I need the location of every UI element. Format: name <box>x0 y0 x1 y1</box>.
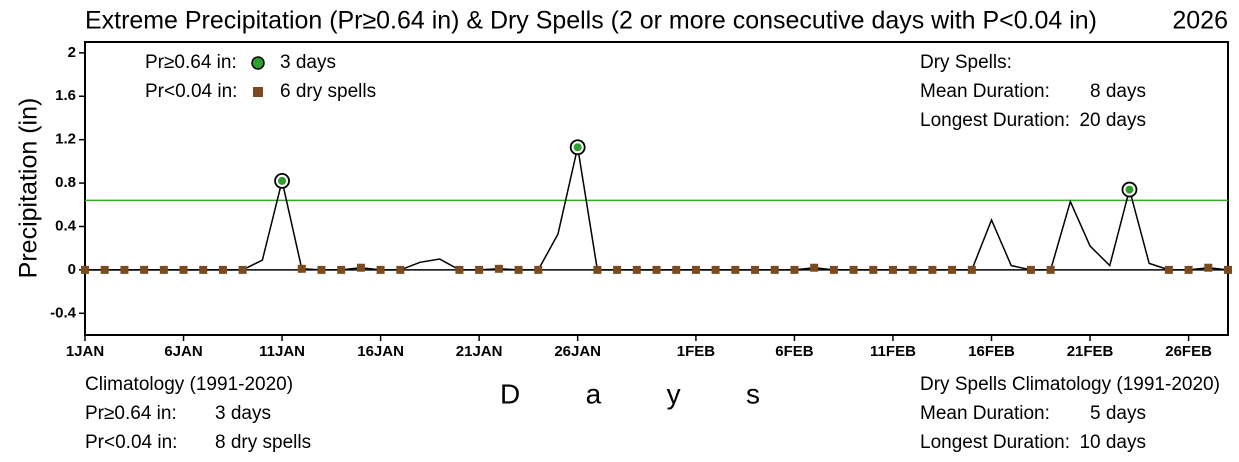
dry-day-marker <box>1224 265 1232 274</box>
clim-text: 5 days <box>1090 403 1146 424</box>
clim-text: 3 days <box>215 403 271 424</box>
dry-day-marker <box>908 265 917 274</box>
dry-day-marker <box>356 263 365 272</box>
stats-text: Dry Spells: <box>920 52 1012 73</box>
dry-day-marker <box>514 265 523 274</box>
legend-text: 6 dry spells <box>280 81 376 102</box>
x-tick-label: 16FEB <box>968 343 1015 360</box>
dry-day-marker <box>140 265 149 274</box>
y-tick-label: 0.8 <box>55 174 76 191</box>
dry-day-marker <box>218 265 227 274</box>
dry-day-marker <box>810 263 819 272</box>
dry-day-marker <box>849 265 858 274</box>
dry-day-marker <box>1046 265 1055 274</box>
dry-day-marker <box>199 265 208 274</box>
x-tick-label: 21JAN <box>456 343 503 360</box>
x-tick-label: 26JAN <box>554 343 601 360</box>
dry-day-marker <box>770 265 779 274</box>
stats-text: Longest Duration: <box>920 110 1070 131</box>
clim-text: Longest Duration: <box>920 432 1070 453</box>
y-tick-label: 0 <box>68 261 76 278</box>
y-tick-label: 0.4 <box>55 217 77 234</box>
clim-text: Mean Duration: <box>920 403 1050 424</box>
dry-day-marker <box>829 265 838 274</box>
stats-text: 20 days <box>1079 110 1146 131</box>
dry-day-marker <box>888 265 897 274</box>
dry-day-marker <box>81 265 89 274</box>
dry-day-marker <box>948 265 957 274</box>
x-tick-label: 11FEB <box>870 343 916 360</box>
chart-title: Extreme Precipitation (Pr≥0.64 in) & Dry… <box>85 7 1097 35</box>
dry-day-marker <box>1184 265 1193 274</box>
dry-day-marker <box>711 265 720 274</box>
dry-day-marker <box>475 265 484 274</box>
dry-day-marker <box>455 265 464 274</box>
extreme-day-marker <box>573 143 582 152</box>
clim-text: 8 dry spells <box>215 432 311 453</box>
clim-text: Pr≥0.64 in: <box>85 403 177 424</box>
dry-day-marker <box>731 265 740 274</box>
x-tick-label: 1FEB <box>677 343 716 360</box>
dry-day-marker <box>396 265 405 274</box>
x-axis-label: D a y s <box>500 378 760 409</box>
legend-text: Pr≥0.64 in: <box>145 52 237 73</box>
dry-day-marker <box>179 265 188 274</box>
dry-day-marker <box>613 265 622 274</box>
dry-day-marker <box>928 265 937 274</box>
y-axis-label: Precipitation (in) <box>15 98 43 279</box>
legend-marker <box>251 56 265 70</box>
dry-day-marker <box>317 265 326 274</box>
x-tick-label: 21FEB <box>1067 343 1114 360</box>
x-tick-label: 1JAN <box>66 343 104 360</box>
plot-frame <box>84 41 1229 336</box>
y-tick-label: 1.2 <box>55 131 76 148</box>
legend-marker <box>253 87 263 97</box>
x-tick-label: 6FEB <box>775 343 814 360</box>
y-tick-label: 2 <box>68 44 76 61</box>
stats-text: Mean Duration: <box>920 81 1050 102</box>
dry-day-marker <box>869 265 878 274</box>
dry-day-marker <box>672 265 681 274</box>
dry-day-marker <box>632 265 641 274</box>
y-tick-label: -0.4 <box>50 304 77 321</box>
y-tick-label: 1.6 <box>55 87 76 104</box>
dry-day-marker <box>494 264 503 273</box>
extreme-day-marker <box>278 176 287 185</box>
dry-day-marker <box>967 265 976 274</box>
dry-day-marker <box>238 265 247 274</box>
stats-text: 8 days <box>1090 81 1146 102</box>
clim-text: Climatology (1991-2020) <box>85 374 293 395</box>
dry-day-marker <box>337 265 346 274</box>
dry-day-marker <box>1026 265 1035 274</box>
x-tick-label: 11JAN <box>259 343 305 360</box>
dry-day-marker <box>652 265 661 274</box>
dry-day-marker <box>534 265 543 274</box>
x-tick-label: 16JAN <box>357 343 404 360</box>
dry-day-marker <box>376 265 385 274</box>
dry-day-marker <box>159 265 168 274</box>
dry-day-marker <box>593 265 602 274</box>
dry-day-marker <box>100 265 109 274</box>
clim-text: Dry Spells Climatology (1991-2020) <box>920 374 1220 395</box>
dry-day-marker <box>1164 265 1173 274</box>
dry-day-marker <box>1204 263 1213 272</box>
legend-text: 3 days <box>280 52 336 73</box>
x-tick-label: 26FEB <box>1165 343 1212 360</box>
legend-text: Pr<0.04 in: <box>145 81 237 102</box>
dry-day-marker <box>691 265 700 274</box>
dry-day-marker <box>790 265 799 274</box>
dry-day-marker <box>751 265 760 274</box>
x-tick-label: 6JAN <box>164 343 202 360</box>
dry-day-marker <box>297 264 306 273</box>
year: 2026 <box>1172 7 1228 35</box>
extreme-day-marker <box>1125 185 1134 194</box>
dry-day-marker <box>120 265 129 274</box>
precip-line <box>85 147 1229 271</box>
clim-text: Pr<0.04 in: <box>85 432 177 453</box>
clim-text: 10 days <box>1079 432 1146 453</box>
